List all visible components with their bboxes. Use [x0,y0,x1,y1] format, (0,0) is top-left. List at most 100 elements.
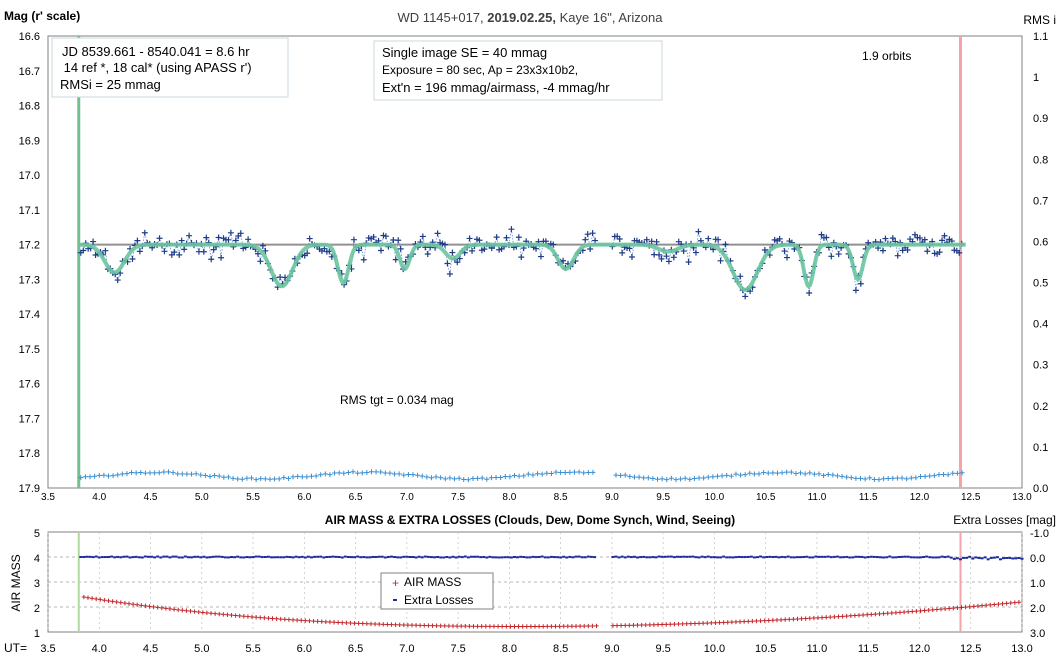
x-tick-label: 5.0 [194,643,209,655]
data-point [360,256,367,263]
extra-loss-point [316,555,320,558]
rms-point [295,473,301,479]
extra-loss-point [174,555,178,558]
data-point [134,237,141,244]
airmass-point [192,609,197,614]
airmass-point [910,609,915,614]
airmass-point [1000,601,1005,606]
extra-loss-point [869,555,873,558]
rms-point [811,471,817,477]
extra-loss-point [374,555,378,558]
extra-loss-point [552,556,556,559]
rms-point [138,470,144,476]
airmass-point [778,617,784,623]
extra-loss-point [983,556,987,559]
rms-point [498,474,504,480]
airmass-point [557,624,562,629]
extra-loss-point [233,556,237,559]
airmass-point [614,623,620,628]
x-tick-label: 12.0 [910,492,930,503]
airmass-point [118,600,123,605]
extra-loss-point [958,558,962,561]
airmass-point [934,607,940,612]
data-point [378,247,385,254]
extra-loss-point [1011,557,1015,560]
rms-point [525,471,531,477]
data-point [355,247,362,254]
rms-point [798,470,804,476]
extra-loss-point [79,556,83,559]
airmass-point [364,621,370,626]
data-point [215,234,222,241]
airmass-point [1012,600,1018,605]
legend-airmass-marker: + [392,576,399,590]
airmass-point [282,617,288,622]
x-tick-label: 9.0 [605,492,619,503]
airmass-point [565,624,571,629]
data-point [550,241,557,248]
extra-loss-point [580,556,584,559]
extra-loss-point [574,555,578,558]
extra-loss-point [872,555,876,558]
rms-point [590,469,596,475]
extra-loss-point [534,556,538,559]
airmass-point [737,619,743,624]
extra-loss-point [623,556,627,559]
extra-loss-point [968,555,972,558]
rms-point [258,476,264,482]
extra-loss-point [565,556,569,559]
airmass-point [290,617,296,623]
rms-point [576,469,582,475]
airmass-point [893,610,899,615]
data-point [518,254,525,261]
x-tick-label: 5.5 [246,492,260,503]
airmass-point [249,614,255,620]
data-point [889,235,896,242]
extra-loss-point [731,556,735,559]
airmass-point [151,604,156,610]
rms-point [327,472,333,478]
x-tick-label: 4.5 [144,492,158,503]
airmass-point [397,622,402,628]
extra-loss-point [851,556,855,559]
rms-point [881,476,887,482]
x-tick-label: 7.0 [400,492,414,503]
rms-point [415,472,421,478]
data-point [129,255,136,262]
extra-loss-point [140,556,144,559]
extra-loss-point [688,555,692,558]
extra-loss-point [780,555,784,558]
rms-point [345,469,351,475]
extra-loss-point [294,555,298,558]
bottom-legend: + AIR MASS Extra Losses [380,572,494,610]
extra-loss-point [891,556,895,559]
rms-point [392,471,398,477]
rms-point [110,473,116,479]
y-tick-label: 16.9 [19,135,40,147]
extra-loss-point [697,556,701,559]
extra-loss-point [860,555,864,558]
rms-point [378,469,384,475]
title-part: WD 1145+017, [398,10,488,25]
rms-point [567,469,573,475]
airmass-point [536,624,542,629]
extra-loss-point [282,556,286,559]
extra-loss-point [171,555,175,558]
rms-point [650,475,656,481]
data-point [382,233,389,240]
top-vertical-lines [77,36,962,488]
airmass-point [139,603,144,608]
extra-loss-point [703,556,707,559]
data-point [449,249,456,256]
airmass-point [467,624,472,629]
airmass-point [278,616,283,622]
rms-point [96,472,102,478]
airmass-point [828,614,833,620]
data-point [225,236,232,243]
rms-point [447,475,453,481]
airmass-point [532,624,538,629]
annotation-line: Ext'n = 196 mmag/airmass, -4 mmag/hr [382,80,610,95]
extra-loss-point [691,555,695,558]
rms-point [530,472,536,478]
rms-point [202,473,208,479]
